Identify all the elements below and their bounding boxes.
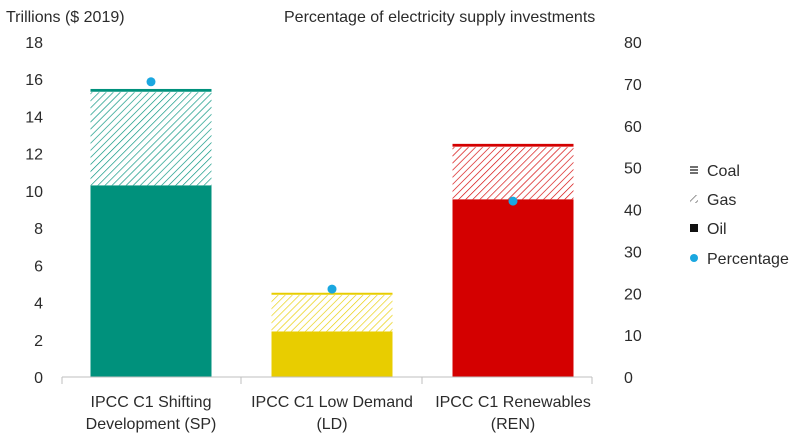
left-tick-label: 10 bbox=[25, 184, 43, 201]
left-axis-title: Trillions ($ 2019) bbox=[6, 9, 125, 26]
category-label: (REN) bbox=[491, 416, 535, 433]
x-axis bbox=[61, 376, 593, 384]
legend-gas-swatch bbox=[690, 195, 698, 203]
category-label: Development (SP) bbox=[86, 416, 217, 433]
left-tick-label: 2 bbox=[34, 333, 43, 350]
right-tick-label: 20 bbox=[624, 286, 642, 303]
left-tick-label: 18 bbox=[25, 35, 43, 52]
category-label: IPCC C1 Low Demand bbox=[251, 394, 413, 411]
percentage-point bbox=[508, 196, 518, 206]
bar-gas bbox=[90, 92, 212, 186]
left-tick-label: 6 bbox=[34, 258, 43, 275]
bar-oil bbox=[90, 185, 212, 377]
left-tick-label: 0 bbox=[34, 370, 43, 387]
category-labels: IPCC C1 Shifting Development (SP) IPCC C1 … bbox=[86, 394, 591, 433]
bar-coal bbox=[271, 292, 393, 295]
bars bbox=[90, 88, 574, 377]
category-label: IPCC C1 Shifting bbox=[91, 394, 212, 411]
legend-label: Oil bbox=[707, 221, 727, 238]
right-tick-label: 60 bbox=[624, 119, 642, 136]
right-tick-label: 80 bbox=[624, 35, 642, 52]
bar-oil bbox=[271, 331, 393, 377]
legend: Coal Gas Oil Percentage bbox=[690, 163, 789, 268]
right-tick-label: 50 bbox=[624, 161, 642, 178]
legend-label: Percentage bbox=[707, 251, 789, 268]
right-axis-ticks: 0 10 20 30 40 50 60 70 80 bbox=[624, 35, 642, 387]
bar-coal bbox=[90, 88, 212, 92]
right-tick-label: 10 bbox=[624, 328, 642, 345]
right-tick-label: 70 bbox=[624, 77, 642, 94]
left-tick-label: 14 bbox=[25, 109, 43, 126]
legend-oil-swatch bbox=[690, 224, 698, 232]
legend-label: Gas bbox=[707, 192, 736, 209]
right-tick-label: 30 bbox=[624, 244, 642, 261]
left-axis-ticks: 0 2 4 6 8 10 12 14 16 18 bbox=[25, 35, 43, 387]
left-tick-label: 8 bbox=[34, 221, 43, 238]
percentage-points bbox=[146, 77, 518, 294]
left-tick-label: 16 bbox=[25, 72, 43, 89]
percentage-point bbox=[327, 284, 337, 294]
right-tick-label: 0 bbox=[624, 370, 633, 387]
bar-gas bbox=[452, 147, 574, 200]
right-tick-label: 40 bbox=[624, 203, 642, 220]
right-axis-title: Percentage of electricity supply investm… bbox=[284, 9, 595, 26]
percentage-point bbox=[146, 77, 156, 87]
category-label: (LD) bbox=[316, 416, 347, 433]
bar-gas bbox=[271, 295, 393, 332]
left-tick-label: 12 bbox=[25, 147, 43, 164]
legend-label: Coal bbox=[707, 163, 740, 180]
bar-oil bbox=[452, 199, 574, 377]
category-label: IPCC C1 Renewables bbox=[435, 394, 591, 411]
left-tick-label: 4 bbox=[34, 296, 43, 313]
legend-percentage-swatch bbox=[690, 254, 698, 262]
bar-coal bbox=[452, 143, 574, 147]
